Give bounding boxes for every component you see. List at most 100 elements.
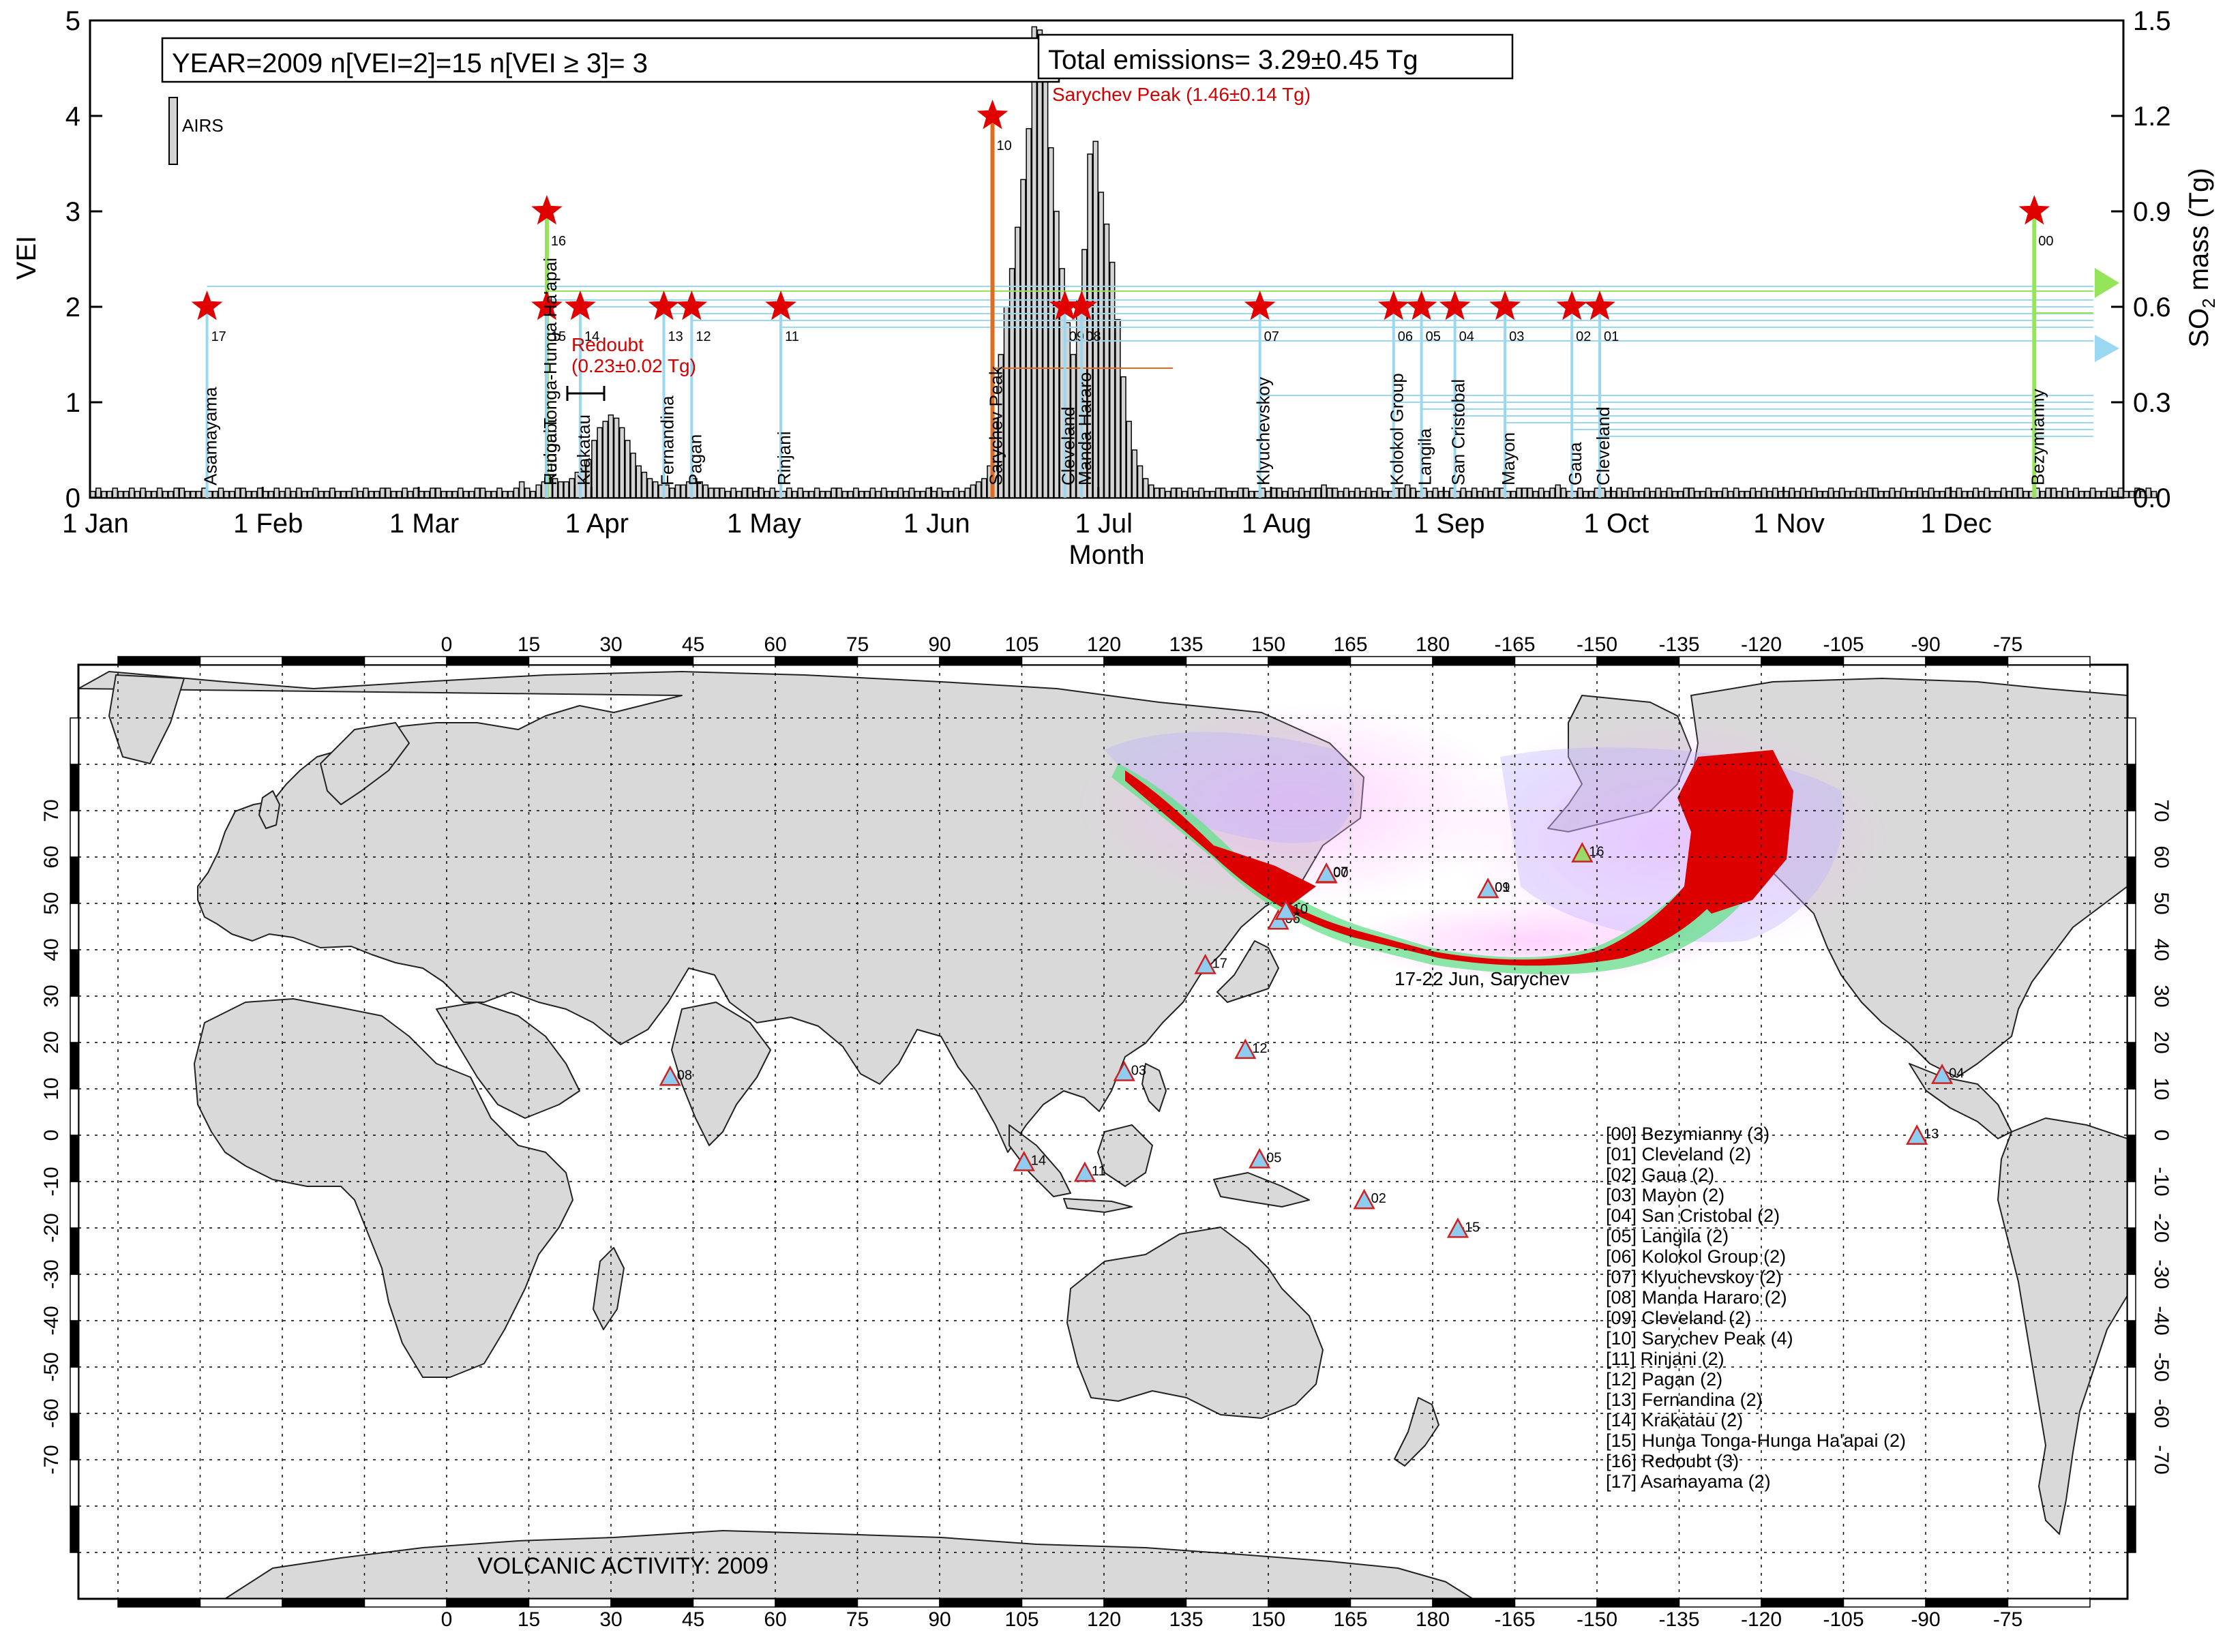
lat-axis-segment <box>70 995 79 1043</box>
so2-bar <box>1894 490 1901 498</box>
so2-tick-label: 0.3 <box>2133 388 2171 418</box>
so2-bar <box>379 487 386 498</box>
so2-bar <box>1276 487 1283 498</box>
lon-tick-label: 15 <box>518 633 540 656</box>
eruption-name: Kolokol Group <box>1387 373 1407 485</box>
so2-bar <box>256 487 263 498</box>
so2-bar <box>1293 490 1300 498</box>
so2-bar <box>2151 490 2157 498</box>
volcano-marker <box>1113 1060 1135 1081</box>
so2-bar <box>1321 484 1327 498</box>
so2-bar <box>1928 487 1935 498</box>
lon-tick-label: -90 <box>1911 1608 1940 1631</box>
eruption-star <box>1405 290 1437 320</box>
so2-bar <box>474 487 481 498</box>
legend-entry: [17] Asamayama (2) <box>1606 1471 1771 1492</box>
vei-tick-label: 3 <box>65 197 80 227</box>
lat-tick-label: 0 <box>40 1130 63 1141</box>
lon-axis-segment <box>1842 1598 1926 1608</box>
so2-bar <box>145 490 152 498</box>
so2-bar <box>1733 487 1739 498</box>
lat-axis-segment <box>70 1320 79 1368</box>
so2-bar <box>385 487 391 498</box>
lon-axis-segment <box>117 1598 201 1608</box>
so2-bar <box>117 490 124 498</box>
so2-bar <box>1410 487 1416 498</box>
eruption-id: 04 <box>1459 329 1474 344</box>
eruption-name: Sarychev Peak <box>986 365 1006 485</box>
volcano-marker <box>659 1065 681 1086</box>
lat-tick-label: -40 <box>40 1306 63 1335</box>
so2-bar <box>1956 487 1962 498</box>
so2-bar <box>563 481 569 498</box>
so2-plume <box>1077 702 1889 982</box>
so2-bar <box>964 487 970 498</box>
so2-bar <box>797 487 803 498</box>
lat-axis-segment <box>70 810 79 858</box>
so2-bar <box>841 490 848 498</box>
so2-bar <box>430 487 436 498</box>
so2-bar <box>535 484 541 498</box>
so2-bar <box>625 440 631 498</box>
volcano-marker-id: 10 <box>1293 902 1308 917</box>
so2-bar <box>106 490 113 498</box>
lon-axis-segment <box>610 656 694 665</box>
so2-bar <box>2045 487 2051 498</box>
lon-tick-label: 120 <box>1087 1608 1121 1631</box>
lon-axis-segment <box>2007 1598 2091 1608</box>
so2-bar <box>268 490 274 498</box>
lon-axis-segment <box>1514 656 1598 665</box>
lat-axis-segment <box>2127 949 2136 997</box>
lon-axis-segment <box>2007 656 2091 665</box>
so2-bar <box>1538 487 1544 498</box>
lat-tick-label: 40 <box>2150 938 2172 961</box>
so2-bar <box>2089 487 2096 498</box>
so2-bar <box>1867 487 1873 498</box>
so2-bar <box>184 490 191 498</box>
eruption-id: 15 <box>551 329 566 344</box>
so2-bar <box>1555 484 1561 498</box>
so2-bar <box>396 490 402 498</box>
so2-bar <box>680 484 687 498</box>
so2-bar <box>847 490 854 498</box>
so2-bar <box>1115 318 1121 498</box>
so2-bar <box>1995 490 2001 498</box>
lon-tick-label: 0 <box>441 1608 453 1631</box>
lon-axis-segment <box>446 656 530 665</box>
so2-bar <box>886 490 893 498</box>
airs-legend-label: AIRS <box>182 115 224 136</box>
lon-axis-segment <box>1021 1598 1105 1608</box>
so2-bar <box>1872 487 1879 498</box>
so2-bar <box>1187 487 1193 498</box>
so2-bar <box>296 487 302 498</box>
so2-bar <box>1794 490 1801 498</box>
so2-bar <box>134 490 140 498</box>
so2-bar <box>1009 268 1015 498</box>
eruption-id: 07 <box>1264 329 1279 344</box>
lon-tick-label: 180 <box>1416 633 1450 656</box>
so2-bar <box>1839 487 1845 498</box>
legend-entry: [02] Gaua (2) <box>1606 1165 1714 1185</box>
so2-bar <box>485 490 492 498</box>
so2-bar <box>2078 490 2085 498</box>
volcano-legend: [00] Bezymianny (3)[01] Cleveland (2)[02… <box>1606 1124 1906 1492</box>
volcano-marker-id: 09 <box>1495 880 1510 895</box>
eruption-star <box>648 290 680 320</box>
so2-bar <box>1632 490 1639 498</box>
so2-bar <box>1170 487 1177 498</box>
lat-tick-label: -60 <box>2150 1398 2172 1428</box>
so2-bar <box>2073 487 2079 498</box>
so2-bar <box>1182 490 1188 498</box>
so2-bar <box>1337 490 1344 498</box>
lon-tick-label: 165 <box>1333 633 1367 656</box>
so2-bar <box>279 490 286 498</box>
so2-bar <box>1265 490 1272 498</box>
eruption-star <box>1244 290 1276 320</box>
lon-axis-segment <box>1678 656 1762 665</box>
eruption-star <box>1049 290 1081 320</box>
so2-bar <box>2022 490 2029 498</box>
lon-tick-label: -120 <box>1741 633 1782 656</box>
so2-bar <box>753 490 759 498</box>
redoubt-annotation: Redoubt <box>571 334 644 355</box>
so2-bar <box>1048 147 1054 498</box>
